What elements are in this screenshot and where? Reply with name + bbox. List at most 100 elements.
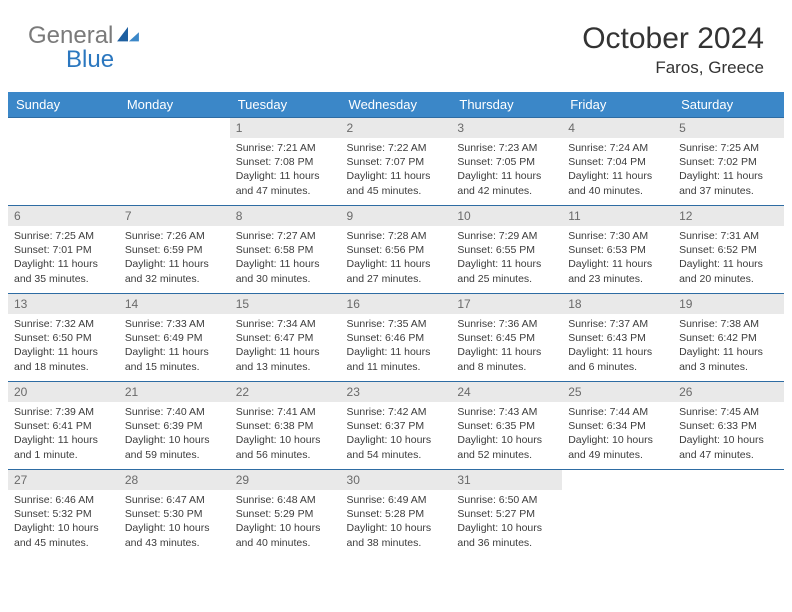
day-header: Sunday bbox=[8, 92, 119, 118]
daylight-text: Daylight: 10 hours and 45 minutes. bbox=[14, 521, 113, 549]
calendar-cell: 4Sunrise: 7:24 AMSunset: 7:04 PMDaylight… bbox=[562, 118, 673, 206]
calendar-cell: 21Sunrise: 7:40 AMSunset: 6:39 PMDayligh… bbox=[119, 382, 230, 470]
daylight-text: Daylight: 11 hours and 40 minutes. bbox=[568, 169, 667, 197]
sunrise-text: Sunrise: 7:39 AM bbox=[14, 405, 113, 419]
sunset-text: Sunset: 7:05 PM bbox=[457, 155, 556, 169]
logo: GeneralBlue bbox=[28, 22, 141, 74]
sunrise-text: Sunrise: 7:22 AM bbox=[347, 141, 446, 155]
sunset-text: Sunset: 6:46 PM bbox=[347, 331, 446, 345]
daylight-text: Daylight: 11 hours and 1 minute. bbox=[14, 433, 113, 461]
daylight-text: Daylight: 11 hours and 15 minutes. bbox=[125, 345, 224, 373]
sunrise-text: Sunrise: 7:32 AM bbox=[14, 317, 113, 331]
day-header: Tuesday bbox=[230, 92, 341, 118]
sunrise-text: Sunrise: 7:25 AM bbox=[679, 141, 778, 155]
daylight-text: Daylight: 11 hours and 45 minutes. bbox=[347, 169, 446, 197]
header: GeneralBlue October 2024 Faros, Greece bbox=[0, 0, 792, 86]
day-details: Sunrise: 7:36 AMSunset: 6:45 PMDaylight:… bbox=[451, 314, 562, 378]
sunrise-text: Sunrise: 6:47 AM bbox=[125, 493, 224, 507]
sunrise-text: Sunrise: 7:34 AM bbox=[236, 317, 335, 331]
day-number: 21 bbox=[119, 382, 230, 402]
calendar-cell bbox=[673, 470, 784, 558]
daylight-text: Daylight: 10 hours and 49 minutes. bbox=[568, 433, 667, 461]
sunrise-text: Sunrise: 6:50 AM bbox=[457, 493, 556, 507]
daylight-text: Daylight: 11 hours and 6 minutes. bbox=[568, 345, 667, 373]
sunset-text: Sunset: 6:56 PM bbox=[347, 243, 446, 257]
day-details: Sunrise: 7:35 AMSunset: 6:46 PMDaylight:… bbox=[341, 314, 452, 378]
sunrise-text: Sunrise: 7:45 AM bbox=[679, 405, 778, 419]
day-number: 6 bbox=[8, 206, 119, 226]
day-details: Sunrise: 7:38 AMSunset: 6:42 PMDaylight:… bbox=[673, 314, 784, 378]
calendar-cell: 19Sunrise: 7:38 AMSunset: 6:42 PMDayligh… bbox=[673, 294, 784, 382]
daylight-text: Daylight: 11 hours and 35 minutes. bbox=[14, 257, 113, 285]
calendar-cell bbox=[119, 118, 230, 206]
calendar-cell: 5Sunrise: 7:25 AMSunset: 7:02 PMDaylight… bbox=[673, 118, 784, 206]
day-number: 26 bbox=[673, 382, 784, 402]
sunrise-text: Sunrise: 7:33 AM bbox=[125, 317, 224, 331]
day-number: 14 bbox=[119, 294, 230, 314]
calendar-cell: 12Sunrise: 7:31 AMSunset: 6:52 PMDayligh… bbox=[673, 206, 784, 294]
sunset-text: Sunset: 6:41 PM bbox=[14, 419, 113, 433]
day-header: Wednesday bbox=[341, 92, 452, 118]
day-details: Sunrise: 7:45 AMSunset: 6:33 PMDaylight:… bbox=[673, 402, 784, 466]
day-details: Sunrise: 6:50 AMSunset: 5:27 PMDaylight:… bbox=[451, 490, 562, 554]
sunset-text: Sunset: 6:43 PM bbox=[568, 331, 667, 345]
calendar-cell: 30Sunrise: 6:49 AMSunset: 5:28 PMDayligh… bbox=[341, 470, 452, 558]
calendar-cell: 26Sunrise: 7:45 AMSunset: 6:33 PMDayligh… bbox=[673, 382, 784, 470]
day-header: Friday bbox=[562, 92, 673, 118]
calendar-cell: 24Sunrise: 7:43 AMSunset: 6:35 PMDayligh… bbox=[451, 382, 562, 470]
day-number: 28 bbox=[119, 470, 230, 490]
day-details: Sunrise: 7:39 AMSunset: 6:41 PMDaylight:… bbox=[8, 402, 119, 466]
day-details: Sunrise: 7:42 AMSunset: 6:37 PMDaylight:… bbox=[341, 402, 452, 466]
day-details: Sunrise: 7:27 AMSunset: 6:58 PMDaylight:… bbox=[230, 226, 341, 290]
day-details: Sunrise: 7:25 AMSunset: 7:02 PMDaylight:… bbox=[673, 138, 784, 202]
day-details: Sunrise: 7:28 AMSunset: 6:56 PMDaylight:… bbox=[341, 226, 452, 290]
day-details: Sunrise: 7:40 AMSunset: 6:39 PMDaylight:… bbox=[119, 402, 230, 466]
daylight-text: Daylight: 11 hours and 13 minutes. bbox=[236, 345, 335, 373]
sunrise-text: Sunrise: 7:28 AM bbox=[347, 229, 446, 243]
sunrise-text: Sunrise: 7:23 AM bbox=[457, 141, 556, 155]
sunrise-text: Sunrise: 7:26 AM bbox=[125, 229, 224, 243]
day-number: 11 bbox=[562, 206, 673, 226]
daylight-text: Daylight: 11 hours and 47 minutes. bbox=[236, 169, 335, 197]
calendar-week-row: 1Sunrise: 7:21 AMSunset: 7:08 PMDaylight… bbox=[8, 118, 784, 206]
calendar-cell: 1Sunrise: 7:21 AMSunset: 7:08 PMDaylight… bbox=[230, 118, 341, 206]
sunrise-text: Sunrise: 6:46 AM bbox=[14, 493, 113, 507]
calendar-cell: 13Sunrise: 7:32 AMSunset: 6:50 PMDayligh… bbox=[8, 294, 119, 382]
sunrise-text: Sunrise: 7:24 AM bbox=[568, 141, 667, 155]
calendar-cell: 29Sunrise: 6:48 AMSunset: 5:29 PMDayligh… bbox=[230, 470, 341, 558]
day-number: 13 bbox=[8, 294, 119, 314]
calendar-cell: 23Sunrise: 7:42 AMSunset: 6:37 PMDayligh… bbox=[341, 382, 452, 470]
daylight-text: Daylight: 10 hours and 59 minutes. bbox=[125, 433, 224, 461]
day-number: 1 bbox=[230, 118, 341, 138]
daylight-text: Daylight: 11 hours and 32 minutes. bbox=[125, 257, 224, 285]
sunset-text: Sunset: 7:02 PM bbox=[679, 155, 778, 169]
day-number: 25 bbox=[562, 382, 673, 402]
sunset-text: Sunset: 6:50 PM bbox=[14, 331, 113, 345]
calendar-cell: 10Sunrise: 7:29 AMSunset: 6:55 PMDayligh… bbox=[451, 206, 562, 294]
day-number: 18 bbox=[562, 294, 673, 314]
calendar-cell: 15Sunrise: 7:34 AMSunset: 6:47 PMDayligh… bbox=[230, 294, 341, 382]
sunset-text: Sunset: 5:27 PM bbox=[457, 507, 556, 521]
sunset-text: Sunset: 5:29 PM bbox=[236, 507, 335, 521]
sunrise-text: Sunrise: 7:43 AM bbox=[457, 405, 556, 419]
calendar-cell: 28Sunrise: 6:47 AMSunset: 5:30 PMDayligh… bbox=[119, 470, 230, 558]
sunrise-text: Sunrise: 7:25 AM bbox=[14, 229, 113, 243]
day-details: Sunrise: 7:37 AMSunset: 6:43 PMDaylight:… bbox=[562, 314, 673, 378]
calendar-table: Sunday Monday Tuesday Wednesday Thursday… bbox=[8, 92, 784, 558]
sunrise-text: Sunrise: 7:36 AM bbox=[457, 317, 556, 331]
day-details: Sunrise: 7:23 AMSunset: 7:05 PMDaylight:… bbox=[451, 138, 562, 202]
sunrise-text: Sunrise: 7:40 AM bbox=[125, 405, 224, 419]
daylight-text: Daylight: 10 hours and 54 minutes. bbox=[347, 433, 446, 461]
location: Faros, Greece bbox=[582, 58, 764, 78]
day-number: 5 bbox=[673, 118, 784, 138]
daylight-text: Daylight: 10 hours and 43 minutes. bbox=[125, 521, 224, 549]
day-header: Monday bbox=[119, 92, 230, 118]
day-number: 4 bbox=[562, 118, 673, 138]
day-number: 19 bbox=[673, 294, 784, 314]
calendar-week-row: 20Sunrise: 7:39 AMSunset: 6:41 PMDayligh… bbox=[8, 382, 784, 470]
month-title: October 2024 bbox=[582, 22, 764, 56]
calendar-cell: 20Sunrise: 7:39 AMSunset: 6:41 PMDayligh… bbox=[8, 382, 119, 470]
daylight-text: Daylight: 10 hours and 56 minutes. bbox=[236, 433, 335, 461]
calendar-cell: 7Sunrise: 7:26 AMSunset: 6:59 PMDaylight… bbox=[119, 206, 230, 294]
logo-text-blue: Blue bbox=[66, 46, 114, 74]
